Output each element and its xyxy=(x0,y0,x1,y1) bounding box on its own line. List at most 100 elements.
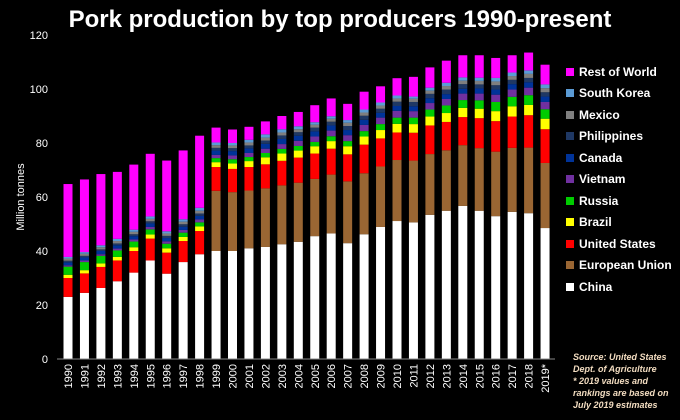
bar-segment-canada xyxy=(474,88,484,94)
bar-segment-canada xyxy=(96,251,106,255)
bar-segment-mexico xyxy=(359,112,369,116)
bar-segment-rest-of-world xyxy=(63,184,73,257)
x-tick-label: 2017 xyxy=(507,364,519,388)
bar-segment-vietnam xyxy=(162,241,172,244)
legend-swatch xyxy=(566,89,574,98)
bar-segment-canada xyxy=(178,226,188,230)
bar-segment-united-states xyxy=(507,116,517,148)
bar-segment-mexico xyxy=(260,137,270,141)
bar-segment-canada xyxy=(112,245,122,249)
source-line: Source: United States xyxy=(573,352,667,362)
bar-segment-rest-of-world xyxy=(293,111,303,127)
bar-segment-vietnam xyxy=(293,140,303,146)
bar-segment-rest-of-world xyxy=(96,174,106,246)
bar-segment-brazil xyxy=(540,118,550,130)
bar-segment-mexico xyxy=(79,253,89,256)
bar-segment-canada xyxy=(524,82,534,88)
bar-segment-mexico xyxy=(112,241,122,244)
bar-segment-european-union xyxy=(293,182,303,242)
bar-segment-south-korea xyxy=(524,70,534,74)
bar-segment-rest-of-world xyxy=(145,153,155,217)
bar-segment-united-states xyxy=(540,129,550,163)
bar-segment-european-union xyxy=(441,150,451,211)
legend-item: Canada xyxy=(566,147,672,169)
bar-segment-philippines xyxy=(79,255,89,258)
legend-item: Russia xyxy=(566,190,672,212)
bar-segment-rest-of-world xyxy=(540,64,550,85)
bar-segment-russia xyxy=(162,243,172,249)
bar-segment-united-states xyxy=(96,266,106,288)
legend-label: South Korea xyxy=(579,86,651,101)
x-tick-label: 2010 xyxy=(392,364,404,388)
bar-segment-united-states xyxy=(524,115,534,148)
bar-segment-south-korea xyxy=(228,143,237,146)
bar-segment-south-korea xyxy=(310,122,320,125)
bar-segment-brazil xyxy=(310,146,320,154)
legend-item: China xyxy=(566,276,672,298)
bar-segment-united-states xyxy=(408,132,418,161)
legend-item: European Union xyxy=(566,255,672,277)
y-tick-label: 100 xyxy=(30,84,48,96)
bar-segment-european-union xyxy=(326,174,336,234)
bar-segment-china xyxy=(293,241,303,359)
bar-segment-russia xyxy=(441,105,451,114)
bar-segment-south-korea xyxy=(178,219,188,222)
x-tick-label: 2013 xyxy=(441,364,453,388)
bar-segment-china xyxy=(425,214,435,359)
bar-segment-philippines xyxy=(310,127,320,132)
legend: Rest of World South Korea Mexico Philippine… xyxy=(566,61,672,298)
bar-segment-european-union xyxy=(260,188,270,247)
legend-label: United States xyxy=(579,236,656,251)
bar-segment-south-korea xyxy=(507,72,517,77)
x-tick-label: 2011 xyxy=(408,364,420,388)
bar-segment-mexico xyxy=(441,86,451,90)
source-note: Source: United States Dept. of Agricultu… xyxy=(573,351,678,411)
x-tick-label: 1992 xyxy=(96,364,108,388)
bar-segment-south-korea xyxy=(112,238,122,242)
bar-segment-philippines xyxy=(96,249,106,251)
bar-segment-canada xyxy=(63,262,73,266)
bar-segment-philippines xyxy=(359,115,369,120)
bar-segment-rest-of-world xyxy=(195,135,205,208)
bar-segment-russia xyxy=(343,141,353,147)
bar-segment-south-korea xyxy=(277,129,287,133)
bar-segment-united-states xyxy=(112,260,122,282)
bar-segment-vietnam xyxy=(540,101,550,110)
x-tick-label: 2019* xyxy=(540,363,552,392)
legend-label: Mexico xyxy=(579,107,620,122)
bar-segment-rest-of-world xyxy=(524,52,534,71)
bar-segment-canada xyxy=(376,112,386,118)
bar-segment-south-korea xyxy=(79,252,89,254)
bar-segment-south-korea xyxy=(491,77,501,82)
x-tick-label: 2009 xyxy=(376,364,388,388)
legend-label: Canada xyxy=(579,150,623,165)
bar-segment-united-states xyxy=(63,278,73,297)
bar-segment-united-states xyxy=(129,251,139,273)
y-tick-label: 20 xyxy=(36,300,48,312)
bar-segment-united-states xyxy=(310,153,320,179)
bar-segment-canada xyxy=(408,106,418,112)
bar-segment-rest-of-world xyxy=(507,55,517,73)
bar-segment-vietnam xyxy=(376,117,386,125)
bar-segment-vietnam xyxy=(277,144,287,149)
bar-segment-south-korea xyxy=(293,126,303,130)
bar-segment-russia xyxy=(376,124,386,131)
x-tick-label: 2008 xyxy=(359,364,371,388)
bar-segment-brazil xyxy=(376,130,386,139)
bar-segment-china xyxy=(211,251,221,359)
bar-segment-united-states xyxy=(441,121,451,151)
bar-segment-philippines xyxy=(441,89,451,95)
bar-segment-china xyxy=(376,226,386,359)
bar-segment-brazil xyxy=(458,107,468,118)
y-tick-label: 80 xyxy=(36,138,48,150)
bar-segment-vietnam xyxy=(491,94,501,102)
bar-segment-canada xyxy=(310,131,320,137)
bar-segment-european-union xyxy=(228,192,237,251)
x-tick-label: 2005 xyxy=(310,364,322,388)
bar-segment-south-korea xyxy=(408,96,418,99)
bar-segment-brazil xyxy=(129,247,139,251)
bar-segment-south-korea xyxy=(260,134,270,138)
bar-segment-philippines xyxy=(178,224,188,227)
bar-segment-united-states xyxy=(293,157,303,183)
bar-segment-united-states xyxy=(178,241,188,263)
